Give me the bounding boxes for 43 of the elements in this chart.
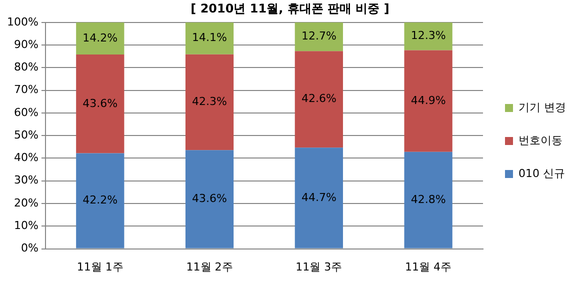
- y-tick-label: 50%: [14, 128, 38, 142]
- data-label: 12.7%: [301, 30, 336, 43]
- x-tick-label: 11월 2주: [186, 260, 233, 274]
- data-label: 42.6%: [301, 92, 336, 106]
- bar: [185, 22, 234, 54]
- y-tick-label: 10%: [14, 219, 38, 232]
- chart-title: [ 2010년 11월, 휴대폰 판매 비중 ]: [190, 1, 390, 16]
- y-tick-label: 80%: [14, 60, 38, 74]
- data-label: 42.8%: [410, 192, 446, 206]
- x-tick-label: 11월 1주: [76, 260, 124, 274]
- y-tick-label: 60%: [14, 106, 38, 119]
- data-label: 44.9%: [410, 94, 446, 107]
- data-label: 44.7%: [301, 190, 336, 204]
- x-tick-label: 11월 3주: [296, 260, 342, 274]
- legend-label: 010 신규: [518, 166, 566, 180]
- y-tick-label: 100%: [6, 15, 38, 28]
- bar: [404, 50, 452, 152]
- data-label: 42.2%: [82, 194, 118, 207]
- bar: [185, 54, 234, 150]
- data-label: 42.3%: [192, 95, 228, 108]
- y-tick-label: 0%: [20, 242, 38, 255]
- bar: [294, 22, 343, 52]
- bar: [404, 152, 452, 248]
- y-tick-label: 90%: [14, 38, 38, 51]
- bar: [294, 51, 343, 148]
- x-tick-label: 11월 4주: [405, 260, 452, 274]
- y-tick-label: 70%: [14, 83, 38, 96]
- bar: [76, 153, 124, 248]
- bar: [76, 54, 124, 154]
- data-label: 14.1%: [192, 31, 228, 44]
- y-tick-label: 30%: [14, 174, 38, 187]
- data-label: 14.2%: [82, 31, 118, 44]
- data-label: 43.6%: [192, 192, 228, 206]
- legend-label: 번호이동: [518, 134, 563, 147]
- data-label: 43.6%: [82, 96, 118, 110]
- data-label: 12.3%: [410, 29, 446, 42]
- y-tick-label: 20%: [14, 196, 38, 210]
- legend-label: 기기 변경: [518, 100, 566, 114]
- bar: [76, 22, 124, 55]
- bar: [404, 22, 452, 50]
- bar: [294, 148, 343, 248]
- bar: [185, 150, 234, 248]
- y-tick-label: 40%: [14, 151, 38, 164]
